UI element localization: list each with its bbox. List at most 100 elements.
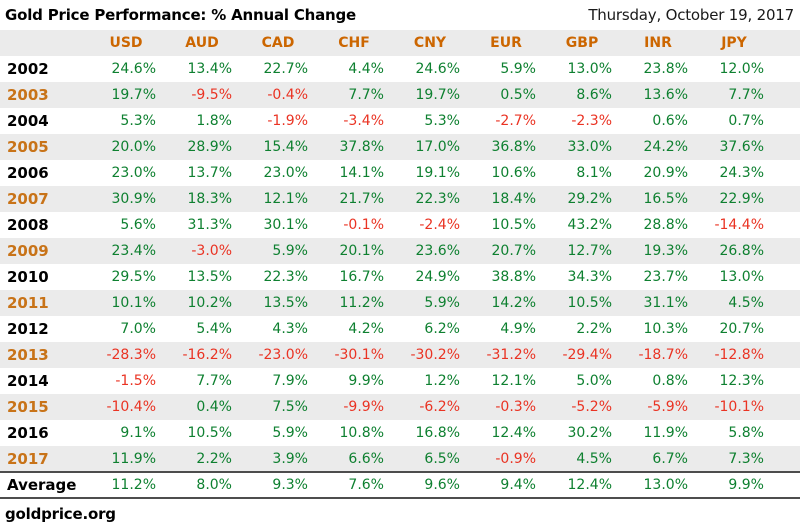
value-cell: -0.3% — [468, 394, 544, 420]
year-label: 2005 — [0, 134, 88, 160]
value-cell: -16.2% — [164, 342, 240, 368]
value-cell: 8.1% — [576, 165, 612, 181]
value-cell: -29.4% — [544, 342, 620, 368]
value-cell: 14.1% — [339, 165, 384, 181]
value-cell: 11.2% — [88, 471, 164, 499]
column-header-inr: INR — [620, 30, 696, 56]
year-label: 2016 — [7, 424, 49, 442]
value-cell: 22.3% — [392, 186, 468, 212]
spacer-cell — [772, 56, 800, 82]
spacer-cell — [772, 108, 800, 134]
value-cell: -0.1% — [343, 217, 384, 233]
spacer-cell — [772, 420, 800, 446]
value-cell: 9.6% — [392, 471, 468, 499]
value-cell: 20.9% — [643, 165, 688, 181]
spacer-cell — [772, 186, 800, 212]
value-cell: 30.9% — [88, 186, 164, 212]
column-header-gbp: GBP — [544, 30, 620, 56]
spacer-cell — [772, 342, 800, 368]
table-row: 2016 9.1% 10.5% 5.9% 10.8% 16.8% 12.4% 30.2% 11.… — [0, 420, 800, 446]
spacer-cell — [772, 134, 800, 160]
table-row: 2008 5.6% 31.3% 30.1% -0.1% -2.4% 10.5% 43.2% 28… — [0, 212, 800, 238]
value-cell: 8.6% — [544, 82, 620, 108]
value-cell: 33.0% — [544, 134, 620, 160]
value-cell: 7.7% — [196, 373, 232, 389]
spacer-cell — [772, 316, 800, 342]
value-cell: 12.1% — [240, 186, 316, 212]
value-cell: 23.0% — [263, 165, 308, 181]
value-cell: 13.0% — [719, 269, 764, 285]
value-cell: 23.6% — [392, 238, 468, 264]
spacer-cell — [772, 394, 800, 420]
value-cell: 22.3% — [263, 269, 308, 285]
value-cell: 0.6% — [652, 113, 688, 129]
value-cell: 10.8% — [339, 425, 384, 441]
value-cell: 1.2% — [424, 373, 460, 389]
value-cell: 7.0% — [120, 321, 156, 337]
value-cell: 36.8% — [468, 134, 544, 160]
year-label: 2002 — [7, 60, 49, 78]
value-cell: 3.9% — [240, 446, 316, 472]
value-cell: -2.7% — [495, 113, 536, 129]
value-cell: 7.6% — [316, 471, 392, 499]
table-row: 2006 23.0% 13.7% 23.0% 14.1% 19.1% 10.6% 8.1% 20… — [0, 160, 800, 186]
column-header-jpy: JPY — [696, 30, 772, 56]
value-cell: 20.1% — [316, 238, 392, 264]
value-cell: 29.5% — [111, 269, 156, 285]
year-label: 2014 — [7, 372, 49, 390]
value-cell: 0.7% — [728, 113, 764, 129]
value-cell: 18.4% — [468, 186, 544, 212]
value-cell: 24.9% — [415, 269, 460, 285]
value-cell: 13.5% — [240, 290, 316, 316]
value-cell: 5.4% — [196, 321, 232, 337]
value-cell: 4.5% — [696, 290, 772, 316]
footer-bar: goldprice.org — [0, 499, 800, 527]
value-cell: 4.2% — [348, 321, 384, 337]
value-cell: 13.6% — [620, 82, 696, 108]
value-cell: 16.5% — [620, 186, 696, 212]
value-cell: 13.0% — [567, 61, 612, 77]
value-cell: 6.6% — [316, 446, 392, 472]
year-label: 2004 — [7, 112, 49, 130]
value-cell: -9.9% — [316, 394, 392, 420]
value-cell: 10.5% — [544, 290, 620, 316]
column-header-cny: CNY — [392, 30, 468, 56]
value-cell: 12.1% — [491, 373, 536, 389]
value-cell: 23.4% — [88, 238, 164, 264]
value-cell: 17.0% — [392, 134, 468, 160]
value-cell: 10.1% — [88, 290, 164, 316]
average-label: Average — [0, 471, 88, 499]
spacer-cell — [772, 368, 800, 394]
year-label: 2006 — [7, 164, 49, 182]
value-cell: 22.7% — [263, 61, 308, 77]
value-cell: 28.8% — [643, 217, 688, 233]
value-cell: 16.7% — [339, 269, 384, 285]
value-cell: 4.9% — [500, 321, 536, 337]
year-label: 2003 — [0, 82, 88, 108]
year-label: 2010 — [7, 268, 49, 286]
value-cell: 31.3% — [187, 217, 232, 233]
column-header-usd: USD — [88, 30, 164, 56]
value-cell: 7.7% — [316, 82, 392, 108]
year-label: 2013 — [0, 342, 88, 368]
value-cell: -23.0% — [240, 342, 316, 368]
table-row: 2009 23.4% -3.0% 5.9% 20.1% 23.6% 20.7% 12.7% 19… — [0, 238, 800, 264]
value-cell: -0.4% — [240, 82, 316, 108]
year-label: 2008 — [7, 216, 49, 234]
value-cell: 2.2% — [576, 321, 612, 337]
value-cell: -30.2% — [392, 342, 468, 368]
value-cell: 11.9% — [643, 425, 688, 441]
value-cell: 7.7% — [696, 82, 772, 108]
table-row: 2002 24.6% 13.4% 22.7% 4.4% 24.6% 5.9% 13.0% 23.… — [0, 56, 800, 82]
value-cell: 9.1% — [120, 425, 156, 441]
value-cell: 38.8% — [491, 269, 536, 285]
value-cell: 12.3% — [719, 373, 764, 389]
table-row: 2007 30.9% 18.3% 12.1% 21.7% 22.3% 18.4% 29.2% 1… — [0, 186, 800, 212]
value-cell: 24.6% — [111, 61, 156, 77]
value-cell: 30.1% — [263, 217, 308, 233]
table-row: 2005 20.0% 28.9% 15.4% 37.8% 17.0% 36.8% 33.0% 2… — [0, 134, 800, 160]
value-cell: 8.0% — [164, 471, 240, 499]
value-cell: 13.5% — [187, 269, 232, 285]
value-cell: 12.4% — [544, 471, 620, 499]
year-column-header — [0, 30, 88, 56]
